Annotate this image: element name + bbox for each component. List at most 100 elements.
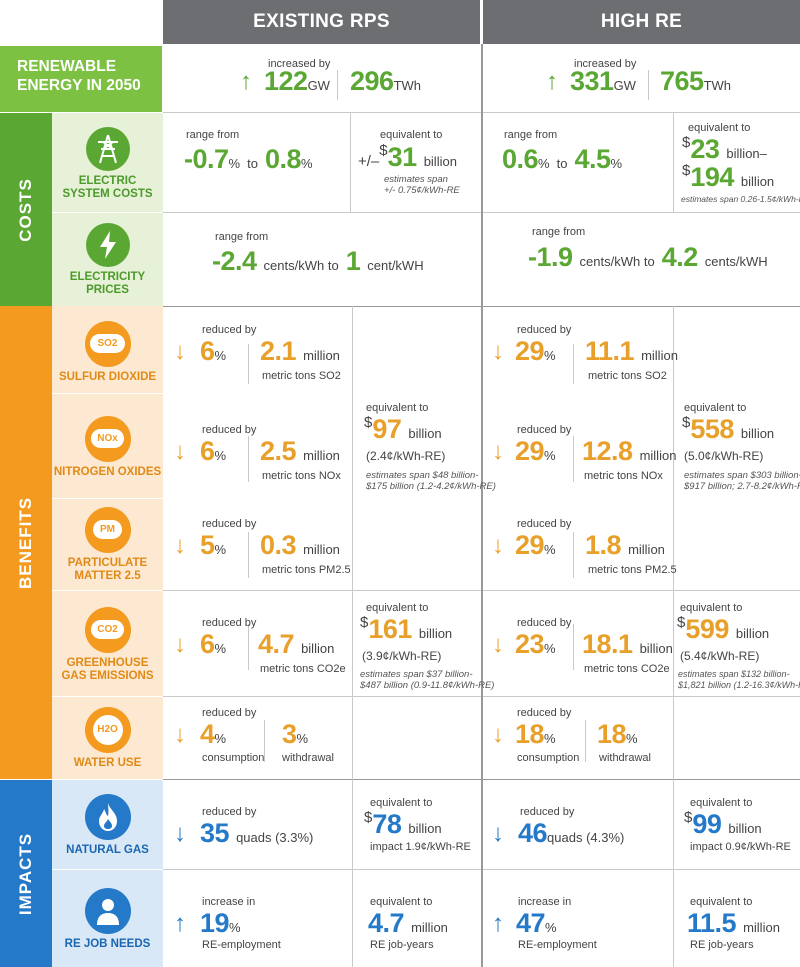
water-existing-consumption: 4% [200, 719, 227, 749]
so2-existing-amount: 2.1 million [260, 336, 340, 366]
gas-high-sub: impact 0.9¢/kWh-RE [690, 841, 791, 853]
nox-cloud-icon: NOx [84, 415, 131, 462]
jobs-existing-value: 19% [200, 908, 241, 938]
benefits-band: BENEFITS [0, 306, 52, 779]
renewable-label-line2: ENERGY IN 2050 [17, 77, 141, 94]
ghg-existing-pct: 6% [200, 629, 227, 659]
jobs-high-sub: RE-employment [518, 939, 597, 951]
jobs-high-caption: increase in [518, 896, 572, 908]
so2-high-sub: metric tons SO2 [588, 370, 667, 382]
electric-label-line2: SYSTEM COSTS [62, 187, 153, 200]
so2-high-pct: 29% [515, 336, 556, 366]
down-arrow-icon: ↓ [492, 631, 504, 658]
row-label-sulfur-dioxide: SO2 SULFUR DIOXIDE [52, 313, 163, 391]
pm-high-pct: 29% [515, 530, 556, 560]
pm-existing-caption: reduced by [202, 518, 257, 530]
esc-existing-equiv: +/–$31 billion [358, 142, 457, 172]
ghg-high-equiv-caption: equivalent to [680, 602, 743, 614]
pm-high-amount: 1.8 million [585, 530, 665, 560]
flame-icon [84, 793, 131, 840]
nox-existing-amount: 2.5 million [260, 436, 340, 466]
up-arrow-icon: ↑ [174, 910, 186, 937]
so2-cloud-icon: SO2 [84, 320, 131, 367]
down-arrow-icon: ↓ [492, 438, 504, 465]
pm-high-sub: metric tons PM2.5 [588, 564, 677, 576]
esc-high-range: 0.6% to 4.5% [502, 144, 623, 174]
ghg-existing-sub: metric tons CO2e [260, 663, 346, 675]
water-high-withdrawal-label: withdrawal [599, 752, 651, 764]
esc-high-equiv-b: $194 billion [682, 162, 775, 192]
jobs-high-equiv: 11.5 million [687, 908, 780, 938]
renewable-high-gw: 331GW [570, 66, 636, 96]
water-existing-withdrawal: 3% [282, 719, 309, 749]
pm-high-caption: reduced by [517, 518, 572, 530]
esc-high-equiv-a: $23 billion– [682, 134, 767, 164]
gas-existing-value: 35 quads (3.3%) [200, 818, 314, 848]
co2-icon-text: CO2 [91, 620, 124, 639]
esc-existing-note2: +/- 0.75¢/kWh-RE [384, 185, 460, 196]
air-high-rate: (5.0¢/kWh-RE) [684, 449, 764, 463]
electric-label-line1: ELECTRIC [78, 174, 137, 187]
column-header-high: HIGH RE [483, 0, 800, 44]
row-label-natural-gas: NATURAL GAS [52, 786, 163, 864]
down-arrow-icon: ↓ [492, 820, 504, 847]
renewable-label-line1: RENEWABLE [17, 58, 117, 75]
ghg-high-rate: (5.4¢/kWh-RE) [680, 649, 760, 663]
esc-existing-caption: range from [186, 129, 240, 141]
row-label-re-job-needs: RE JOB NEEDS [52, 877, 163, 961]
prices-high-caption: range from [532, 226, 586, 238]
gas-existing-equiv-caption: equivalent to [370, 797, 433, 809]
ghg-high-equiv: $599 billion [677, 614, 770, 644]
particulate-label-line1: PARTICULATE [67, 556, 148, 569]
row-label-nitrogen-oxides: NOx NITROGEN OXIDES [52, 402, 163, 492]
impacts-band: IMPACTS [0, 780, 52, 967]
gas-existing-caption: reduced by [202, 806, 257, 818]
esc-high-caption: range from [504, 129, 558, 141]
jobs-existing-equiv-caption: equivalent to [370, 896, 433, 908]
ghg-high-pct: 23% [515, 629, 556, 659]
jobs-existing-caption: increase in [202, 896, 256, 908]
gas-existing-sub: impact 1.9¢/kWh-RE [370, 841, 471, 853]
worker-icon [84, 887, 131, 934]
nox-high-amount: 12.8 million [582, 436, 677, 466]
nox-high-caption: reduced by [517, 424, 572, 436]
air-high-note1: estimates span $303 billion- [684, 470, 800, 481]
jobs-label: RE JOB NEEDS [64, 937, 151, 950]
pm-icon-text: PM [93, 520, 122, 539]
co2-cloud-icon: CO2 [84, 606, 131, 653]
gas-high-equiv: $99 billion [684, 809, 762, 839]
renewable-high-twh: 765TWh [660, 66, 732, 96]
air-existing-note1: estimates span $48 billion- [366, 470, 479, 481]
down-arrow-icon: ↓ [492, 338, 504, 365]
row-label-water-use: H2O WATER USE [52, 700, 163, 776]
sulfur-label: SULFUR DIOXIDE [58, 370, 157, 383]
prices-existing-caption: range from [215, 231, 269, 243]
air-high-equiv: $558 billion [682, 414, 775, 444]
down-arrow-icon: ↓ [492, 721, 504, 748]
air-existing-rate: (2.4¢/kWh-RE) [366, 449, 446, 463]
nox-high-sub: metric tons NOx [584, 470, 663, 482]
ghg-high-sub: metric tons CO2e [584, 663, 670, 675]
nox-icon-text: NOx [91, 429, 124, 448]
ghg-existing-equiv: $161 billion [360, 614, 453, 644]
air-existing-equiv-caption: equivalent to [366, 402, 429, 414]
air-existing-equiv: $97 billion [364, 414, 442, 444]
water-drop-icon: H2O [84, 706, 131, 753]
renewable-high-caption: increased by [574, 58, 637, 70]
row-label-particulate: PM PARTICULATE MATTER 2.5 [52, 501, 163, 588]
esc-high-equiv-caption: equivalent to [688, 122, 751, 134]
esc-high-note: estimates span 0.26-1.5¢/kWh-RE [681, 194, 800, 204]
impacts-band-label: IMPACTS [16, 832, 35, 915]
down-arrow-icon: ↓ [174, 438, 186, 465]
nox-high-pct: 29% [515, 436, 556, 466]
ghg-label-line2: GAS EMISSIONS [61, 669, 154, 682]
costs-band: COSTS [0, 113, 52, 306]
pm-existing-sub: metric tons PM2.5 [262, 564, 351, 576]
ghg-existing-rate: (3.9¢/kWh-RE) [362, 649, 442, 663]
esc-existing-range: -0.7% to 0.8% [184, 144, 313, 174]
prices-high-range: -1.9 cents/kWh to 4.2 cents/kWH [528, 242, 768, 272]
prices-label-line1: ELECTRICITY [69, 271, 146, 283]
gas-high-caption: reduced by [520, 806, 575, 818]
water-existing-caption: reduced by [202, 707, 257, 719]
jobs-high-equiv-caption: equivalent to [690, 896, 753, 908]
